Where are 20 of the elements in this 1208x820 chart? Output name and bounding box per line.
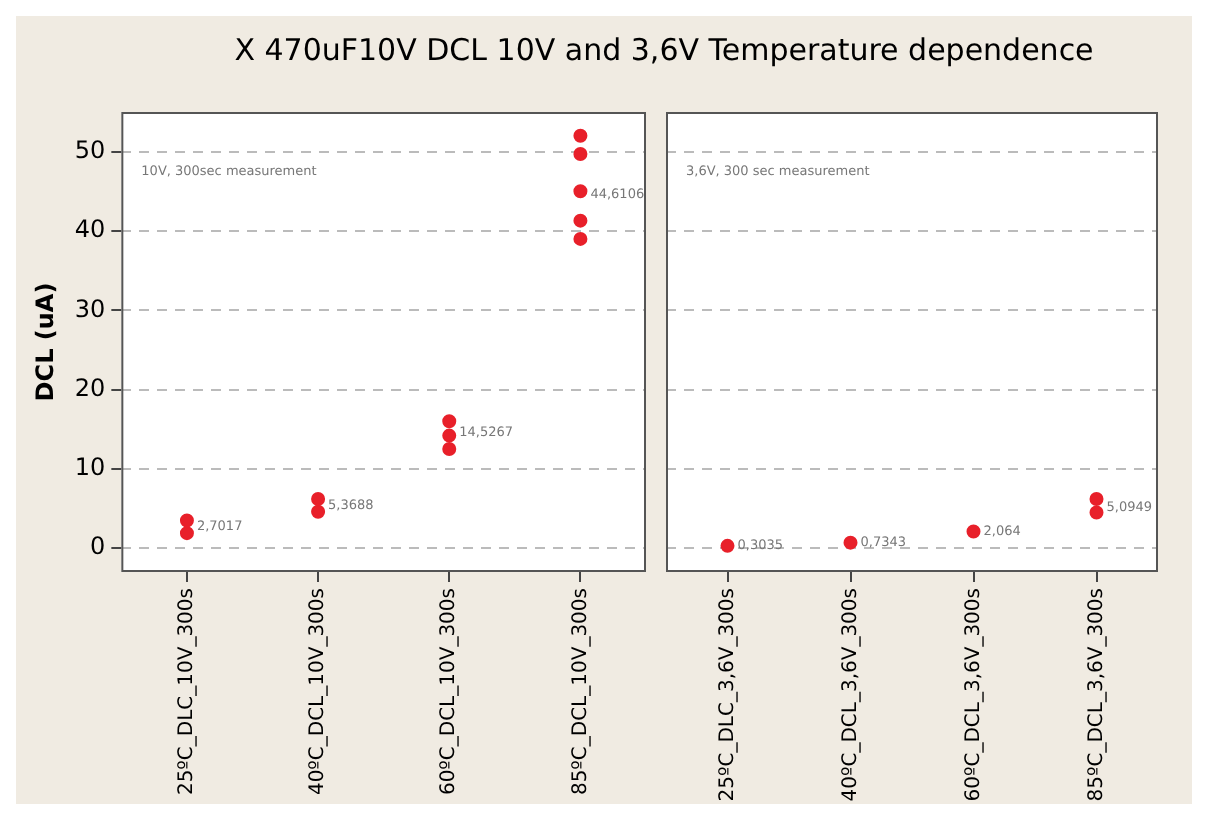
x-tick-label: 85ºC_DCL_3,6V_300s [1085,588,1108,802]
x-tick-label: 25ºC_DLC_3,6V_300s [716,588,739,802]
y-axis-title: DCL (uA) [30,282,59,402]
y-tick-label: 20 [74,373,106,402]
x-tick-label: 60ºC_DCL_3,6V_300s [962,588,985,802]
y-tick-label: 30 [74,294,106,323]
y-tick-label: 40 [74,215,106,244]
x-tick-label: 40ºC_DCL_3,6V_300s [839,588,862,802]
x-tick-label: 25ºC_DLC_10V_300s [176,588,199,796]
x-tick-label: 60ºC_DCL_10V_300s [438,588,461,796]
y-tick-label: 10 [74,453,106,482]
point [1089,505,1104,520]
point [720,538,735,553]
point [966,524,981,539]
chart-title: X 470uF10V DCL 10V and 3,6V Temperature dependence [232,30,1096,72]
x-tick-label: 85ºC_DCL_10V_300s [569,588,592,796]
point [843,535,858,550]
x-tick-label: 40ºC_DCL_10V_300s [307,588,330,796]
y-tick-label: 0 [90,532,106,561]
y-tick-label: 50 [74,135,106,164]
